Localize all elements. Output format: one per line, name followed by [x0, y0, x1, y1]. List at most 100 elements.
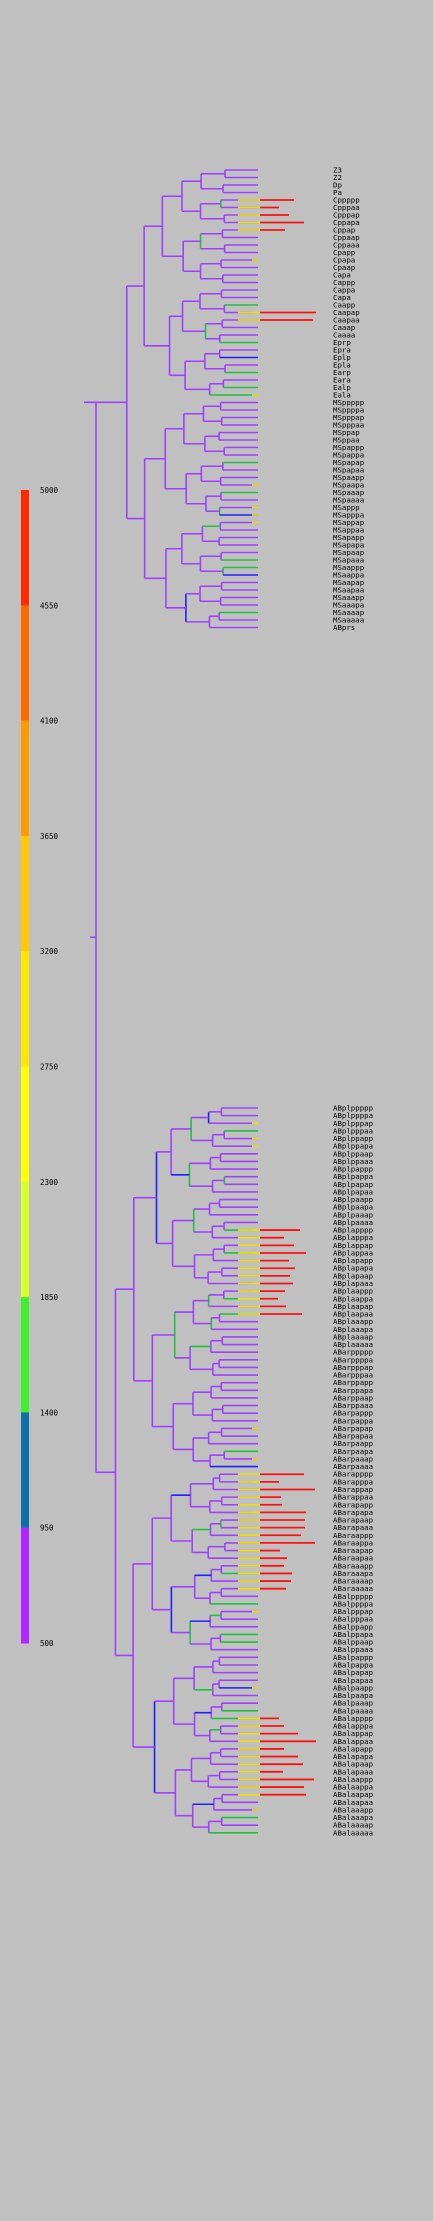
lineage-label: ABplaappp [333, 1287, 373, 1296]
lineage-label: ABarpaaap [333, 1454, 373, 1463]
lineage-label: ABaraapaa [333, 1554, 373, 1563]
lineage-label: ABplapppp [333, 1226, 373, 1235]
lineage-label: MSapapp [333, 533, 364, 542]
lineage-label: Cppaaa [333, 241, 360, 250]
lineage-label: Cpppap [333, 211, 360, 220]
color-scale-legend: 5000 4550 4100 3650 3200 2750 2300 1850 1400 950 5… [21, 486, 59, 1648]
lineage-label: MSaaaaa [333, 616, 364, 625]
lineage-label: Caapp [333, 301, 355, 310]
lineage-label: ABplappap [333, 1241, 373, 1250]
lineage-label: ABaraappp [333, 1531, 373, 1540]
lineage-label: MSappp [333, 503, 360, 512]
lineage-label: MSpappp [333, 443, 364, 452]
lineage-label: ABarppppp [333, 1348, 373, 1357]
lineage-label: MSpapap [333, 458, 364, 467]
lineage-label: ABplaapap [333, 1302, 373, 1311]
lineage-label: Capa [333, 271, 351, 280]
lineage-label: ABplpppap [333, 1119, 373, 1128]
lineage-label: ABplaaaap [333, 1332, 373, 1341]
lineage-label: ABplaaapp [333, 1317, 373, 1326]
lineage-label: Eprp [333, 338, 351, 347]
lineage-label: ABarapapa [333, 1508, 373, 1517]
lineage-label: ABaraaapp [333, 1561, 373, 1570]
lineage-label: MSppap [333, 428, 360, 437]
lineage-label: Cppaap [333, 233, 360, 242]
lineage-label: Cppppp [333, 196, 360, 205]
scale-tick-label: 950 [40, 1524, 54, 1533]
lineage-label: Eala [333, 391, 351, 400]
lineage-label: MSaapaa [333, 586, 364, 595]
lineage-label: ABalppppa [333, 1599, 373, 1608]
lineage-label: ABarppapp [333, 1378, 373, 1387]
lineage-label: ABplaaaaa [333, 1340, 373, 1349]
lineage-label: ABarpppap [333, 1363, 373, 1372]
lineage-label: ABalappaa [333, 1737, 373, 1746]
lineage-label: MSapppa [333, 511, 364, 520]
lineage-label: MSpppaa [333, 421, 364, 430]
lineage-label: MSappaa [333, 526, 364, 535]
scale-tick-label: 500 [40, 1639, 54, 1648]
scale-segment [21, 1527, 29, 1644]
lineage-label: ABarapapp [333, 1500, 373, 1509]
lineage-label: ABplaapaa [333, 1310, 373, 1319]
lineage-label: ABalpaaap [333, 1699, 373, 1708]
lineage-label: ABaraaapa [333, 1569, 373, 1578]
lineage-label: ABplpaapp [333, 1195, 373, 1204]
lineage-label: ABalpaapa [333, 1691, 373, 1700]
lineage-label: Cpapp [333, 248, 355, 257]
lineage-label: ABplapaap [333, 1271, 373, 1280]
lineage-label: ABalaappa [333, 1783, 373, 1792]
lineage-label: ABplaappa [333, 1294, 373, 1303]
lineage-label: MSppppp [333, 398, 364, 407]
lineage-label: Caapap [333, 308, 360, 317]
scale-segment [21, 605, 29, 722]
lineage-label: Cpaap [333, 263, 355, 272]
lineage-label: MSppaa [333, 436, 360, 445]
lineage-label: ABarapppa [333, 1477, 373, 1486]
lineage-label: MSpaaaa [333, 496, 364, 505]
lineage-label: ABalpappp [333, 1653, 373, 1662]
lineage-label: Cappp [333, 278, 355, 287]
lineage-label: ABalpapaa [333, 1676, 373, 1685]
scale-tick-label: 1400 [40, 1408, 59, 1417]
lineage-label: MSaapap [333, 578, 364, 587]
lineage-label: ABplapapa [333, 1264, 373, 1273]
lineage-label: Cppapa [333, 218, 360, 227]
lineage-label: ABprs [333, 623, 355, 632]
lineage-label: ABplppppa [333, 1111, 373, 1120]
scale-segment [21, 720, 29, 837]
lineage-label: ABarppppa [333, 1355, 373, 1364]
scale-tick-label: 3650 [40, 832, 59, 841]
lineage-label: MSappap [333, 518, 364, 527]
lineage-label: ABarpppaa [333, 1371, 373, 1380]
lineage-label: Pa [333, 188, 342, 197]
lineage-label: ABarpapap [333, 1424, 373, 1433]
lineage-label: Z3 [333, 166, 342, 175]
lineage-label: Ealp [333, 383, 351, 392]
lineage-label: MSapaap [333, 548, 364, 557]
scale-tick-label: 1850 [40, 1293, 59, 1302]
lineage-label: ABalaaaaa [333, 1828, 373, 1837]
lineage-label: ABalaapaa [333, 1798, 373, 1807]
lineage-label: ABalapppp [333, 1714, 373, 1723]
lineage-label: ABplppapp [333, 1134, 373, 1143]
lineage-label: Cppap [333, 226, 355, 235]
lineage-label: MSpaaap [333, 488, 364, 497]
lineage-label: ABplapppa [333, 1233, 373, 1242]
scale-tick-label: 4550 [40, 601, 59, 610]
lineage-label: ABarappaa [333, 1493, 373, 1502]
scale-segment [21, 1066, 29, 1183]
lineage-label: ABalpapap [333, 1668, 373, 1677]
lineage-label: MSpaapp [333, 473, 364, 482]
lineage-label: ABarpaapa [333, 1447, 373, 1456]
scale-segment [21, 951, 29, 1067]
lineage-label: ABarapaap [333, 1516, 373, 1525]
lineage-label: ABplpppaa [333, 1126, 373, 1135]
lineage-label: ABplpapap [333, 1180, 373, 1189]
lineage-label: ABaraaaap [333, 1577, 373, 1586]
scale-segment [21, 1181, 29, 1298]
lineage-label: Capa [333, 293, 351, 302]
lineage-label: ABplapaaa [333, 1279, 373, 1288]
lineage-label: Eara [333, 376, 351, 385]
lineage-label: Caaap [333, 323, 355, 332]
